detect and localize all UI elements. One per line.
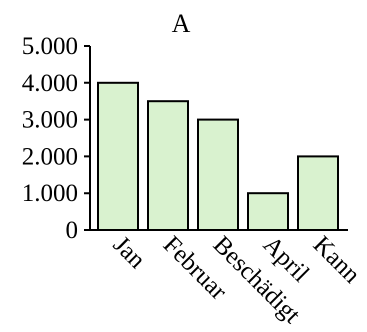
bar xyxy=(197,118,239,231)
chart-title: A xyxy=(172,9,191,38)
y-tick-label: 2.000 xyxy=(22,143,78,170)
y-tick-label: 4.000 xyxy=(22,70,78,97)
y-axis-ticks: 0 1.000 2.000 3.000 4.000 5.000 xyxy=(22,33,78,244)
y-tick-label: 1.000 xyxy=(22,180,78,207)
y-tick-label: 5.000 xyxy=(22,33,78,60)
y-tick-label: 3.000 xyxy=(22,107,78,134)
chart-axes xyxy=(84,45,348,231)
bar xyxy=(147,100,189,231)
bar xyxy=(247,192,289,231)
x-tick-label: Kann xyxy=(308,231,366,289)
bars xyxy=(97,81,339,231)
bar xyxy=(297,155,339,231)
bar xyxy=(97,81,139,231)
x-tick-label: Jan xyxy=(108,231,151,274)
y-tick-label: 0 xyxy=(66,217,79,244)
